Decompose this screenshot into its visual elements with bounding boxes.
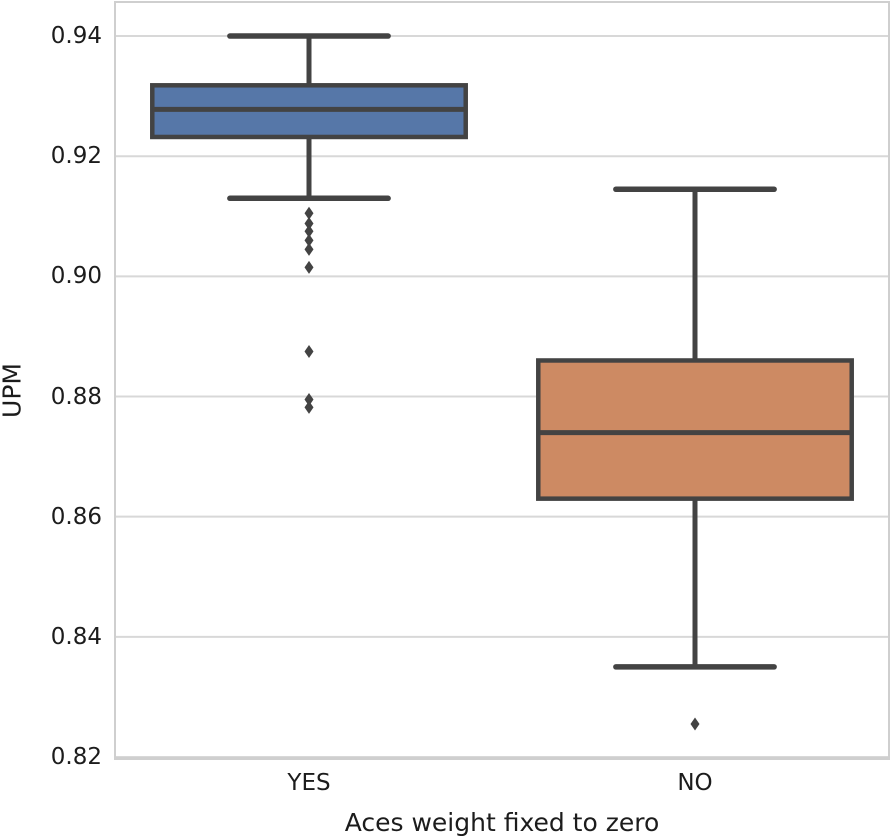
x-tick-label-no: NO	[677, 770, 713, 796]
y-tick-label: 0.84	[50, 623, 102, 650]
y-tick-label: 0.88	[50, 383, 102, 410]
outlier-marker	[304, 260, 314, 274]
boxplot-canvas	[116, 33, 888, 757]
y-tick-label: 0.94	[50, 23, 102, 50]
outlier-marker	[304, 344, 314, 358]
outlier-marker	[304, 393, 314, 407]
y-tick-label: 0.82	[50, 744, 102, 770]
outlier-marker	[304, 224, 314, 238]
box-no	[536, 358, 854, 501]
y-tick-label: 0.86	[50, 503, 102, 530]
y-tick-label: 0.92	[50, 143, 102, 170]
outlier-marker	[304, 400, 314, 414]
x-tick-label-yes: YES	[287, 770, 331, 796]
outlier-marker	[304, 206, 314, 220]
outlier-marker	[304, 233, 314, 247]
outlier-marker	[304, 242, 314, 256]
y-tick-label: 0.90	[50, 263, 102, 290]
x-axis-label: Aces weight fixed to zero	[344, 808, 660, 837]
plot-area	[114, 1, 890, 760]
outlier-marker	[690, 717, 700, 731]
outlier-marker	[304, 216, 314, 230]
